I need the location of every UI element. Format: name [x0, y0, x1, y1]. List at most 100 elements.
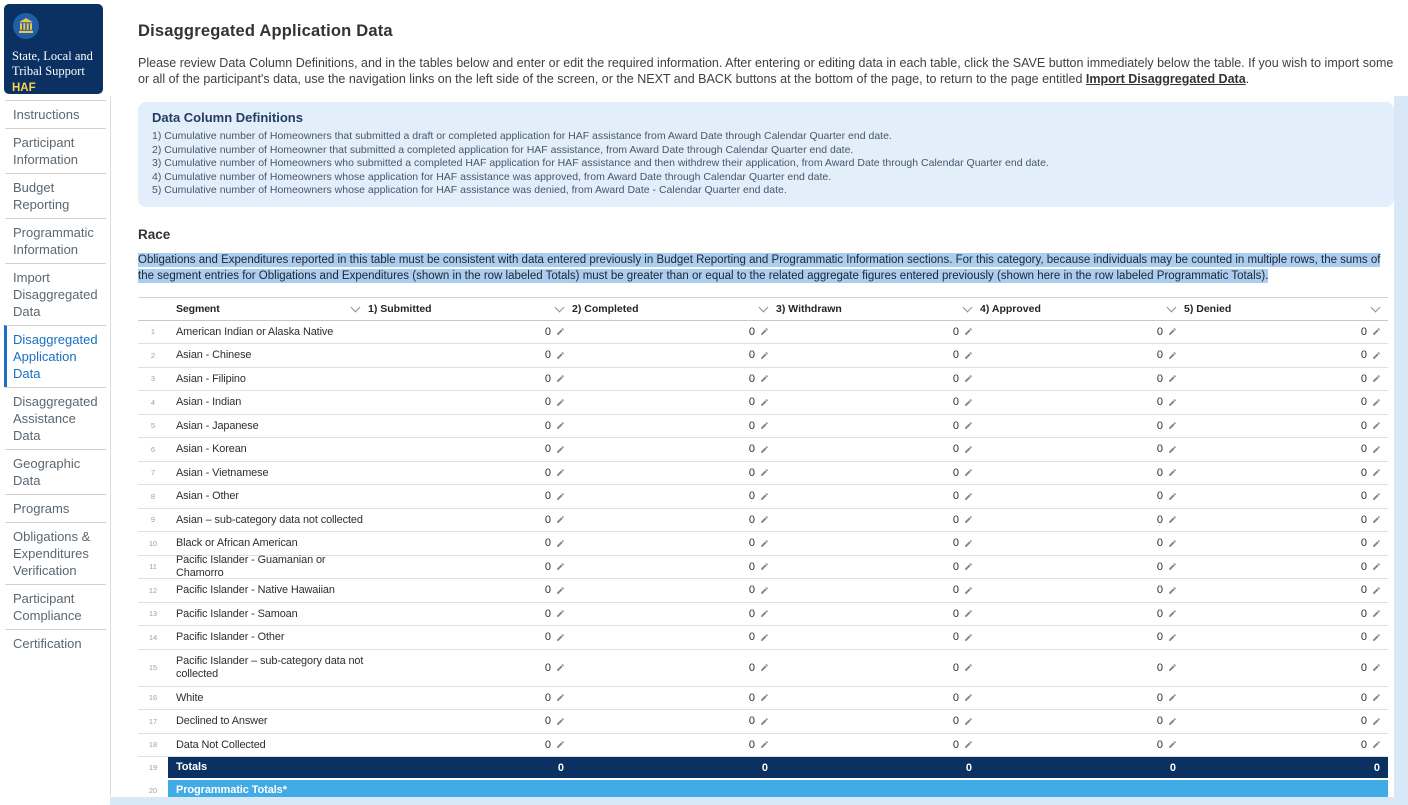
value-cell[interactable]: 0	[980, 490, 1184, 502]
edit-pencil-icon[interactable]	[556, 398, 565, 407]
value-cell[interactable]: 0	[1184, 631, 1388, 643]
value-cell[interactable]: 0	[1184, 420, 1388, 432]
sidebar-item-disaggregated-assistance-data[interactable]: Disaggregated Assistance Data	[4, 387, 106, 449]
edit-pencil-icon[interactable]	[1372, 633, 1381, 642]
edit-pencil-icon[interactable]	[1168, 663, 1177, 672]
value-cell[interactable]: 0	[776, 584, 980, 596]
sidebar-item-programmatic-information[interactable]: Programmatic Information	[4, 218, 106, 263]
value-cell[interactable]: 0	[776, 514, 980, 526]
edit-pencil-icon[interactable]	[964, 586, 973, 595]
edit-pencil-icon[interactable]	[1372, 421, 1381, 430]
value-cell[interactable]: 0	[980, 420, 1184, 432]
edit-pencil-icon[interactable]	[1372, 515, 1381, 524]
value-cell[interactable]: 0	[368, 608, 572, 620]
value-cell[interactable]: 0	[776, 537, 980, 549]
column-header-4-approved[interactable]: 4) Approved	[980, 302, 1184, 315]
value-cell[interactable]: 0	[368, 396, 572, 408]
value-cell[interactable]: 0	[980, 514, 1184, 526]
edit-pencil-icon[interactable]	[964, 421, 973, 430]
edit-pencil-icon[interactable]	[1372, 663, 1381, 672]
chevron-down-icon[interactable]	[350, 302, 361, 312]
edit-pencil-icon[interactable]	[1372, 693, 1381, 702]
edit-pencil-icon[interactable]	[964, 492, 973, 501]
edit-pencil-icon[interactable]	[964, 468, 973, 477]
edit-pencil-icon[interactable]	[760, 609, 769, 618]
value-cell[interactable]: 0	[980, 739, 1184, 751]
value-cell[interactable]: 0	[980, 326, 1184, 338]
edit-pencil-icon[interactable]	[1168, 492, 1177, 501]
edit-pencil-icon[interactable]	[964, 351, 973, 360]
value-cell[interactable]: 0	[1184, 490, 1388, 502]
sidebar-item-instructions[interactable]: Instructions	[4, 100, 106, 128]
value-cell[interactable]: 0	[776, 349, 980, 361]
value-cell[interactable]: 0	[1184, 692, 1388, 704]
edit-pencil-icon[interactable]	[1372, 374, 1381, 383]
value-cell[interactable]: 0	[572, 631, 776, 643]
edit-pencil-icon[interactable]	[556, 717, 565, 726]
value-cell[interactable]: 0	[776, 373, 980, 385]
edit-pencil-icon[interactable]	[1168, 445, 1177, 454]
chevron-down-icon[interactable]	[1370, 302, 1381, 312]
edit-pencil-icon[interactable]	[760, 374, 769, 383]
edit-pencil-icon[interactable]	[1372, 492, 1381, 501]
value-cell[interactable]: 0	[1184, 467, 1388, 479]
edit-pencil-icon[interactable]	[1372, 740, 1381, 749]
edit-pencil-icon[interactable]	[964, 740, 973, 749]
value-cell[interactable]: 0	[980, 443, 1184, 455]
value-cell[interactable]: 0	[368, 467, 572, 479]
value-cell[interactable]: 0	[980, 608, 1184, 620]
edit-pencil-icon[interactable]	[1168, 609, 1177, 618]
edit-pencil-icon[interactable]	[760, 586, 769, 595]
value-cell[interactable]: 0	[980, 715, 1184, 727]
edit-pencil-icon[interactable]	[1372, 445, 1381, 454]
edit-pencil-icon[interactable]	[760, 515, 769, 524]
chevron-down-icon[interactable]	[554, 302, 565, 312]
value-cell[interactable]: 0	[572, 584, 776, 596]
edit-pencil-icon[interactable]	[964, 663, 973, 672]
value-cell[interactable]: 0	[776, 396, 980, 408]
value-cell[interactable]: 0	[368, 373, 572, 385]
edit-pencil-icon[interactable]	[1168, 562, 1177, 571]
value-cell[interactable]: 0	[776, 326, 980, 338]
edit-pencil-icon[interactable]	[964, 398, 973, 407]
edit-pencil-icon[interactable]	[1168, 740, 1177, 749]
value-cell[interactable]: 0	[980, 692, 1184, 704]
edit-pencil-icon[interactable]	[1168, 374, 1177, 383]
column-header-2-completed[interactable]: 2) Completed	[572, 302, 776, 315]
edit-pencil-icon[interactable]	[760, 562, 769, 571]
edit-pencil-icon[interactable]	[964, 717, 973, 726]
edit-pencil-icon[interactable]	[556, 693, 565, 702]
value-cell[interactable]: 0	[572, 349, 776, 361]
value-cell[interactable]: 0	[572, 420, 776, 432]
edit-pencil-icon[interactable]	[1372, 609, 1381, 618]
value-cell[interactable]: 0	[980, 662, 1184, 674]
sidebar-item-participant-information[interactable]: Participant Information	[4, 128, 106, 173]
value-cell[interactable]: 0	[572, 326, 776, 338]
edit-pencil-icon[interactable]	[1168, 633, 1177, 642]
value-cell[interactable]: 0	[368, 537, 572, 549]
edit-pencil-icon[interactable]	[1168, 693, 1177, 702]
edit-pencil-icon[interactable]	[1372, 327, 1381, 336]
value-cell[interactable]: 0	[776, 662, 980, 674]
edit-pencil-icon[interactable]	[1372, 539, 1381, 548]
value-cell[interactable]: 0	[980, 373, 1184, 385]
value-cell[interactable]: 0	[776, 443, 980, 455]
value-cell[interactable]: 0	[572, 396, 776, 408]
edit-pencil-icon[interactable]	[964, 515, 973, 524]
value-cell[interactable]: 0	[1184, 608, 1388, 620]
value-cell[interactable]: 0	[776, 420, 980, 432]
value-cell[interactable]: 0	[368, 349, 572, 361]
value-cell[interactable]: 0	[572, 467, 776, 479]
edit-pencil-icon[interactable]	[1372, 351, 1381, 360]
value-cell[interactable]: 0	[1184, 373, 1388, 385]
chevron-down-icon[interactable]	[758, 302, 769, 312]
value-cell[interactable]: 0	[980, 537, 1184, 549]
app-logo[interactable]: State, Local and Tribal Support HAF Comp…	[4, 4, 103, 94]
edit-pencil-icon[interactable]	[1168, 398, 1177, 407]
value-cell[interactable]: 0	[1184, 715, 1388, 727]
value-cell[interactable]: 0	[572, 715, 776, 727]
value-cell[interactable]: 0	[980, 584, 1184, 596]
value-cell[interactable]: 0	[776, 631, 980, 643]
edit-pencil-icon[interactable]	[1168, 327, 1177, 336]
value-cell[interactable]: 0	[572, 608, 776, 620]
